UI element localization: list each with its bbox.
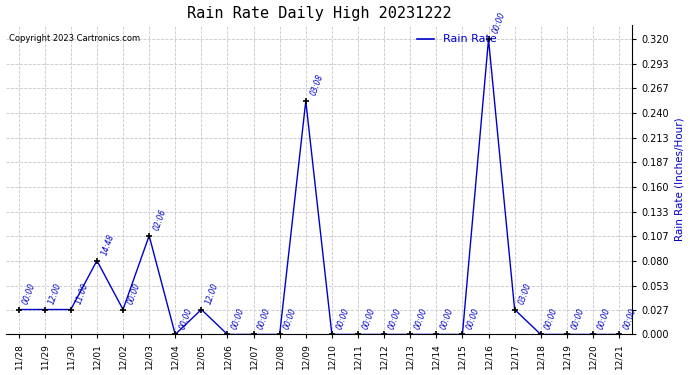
Legend: Rain Rate: Rain Rate xyxy=(413,30,501,49)
Text: 11:00: 11:00 xyxy=(74,282,90,305)
Text: 12:00: 12:00 xyxy=(204,282,220,305)
Text: 00:00: 00:00 xyxy=(413,306,429,330)
Text: 00:00: 00:00 xyxy=(178,306,194,330)
Text: 00:00: 00:00 xyxy=(465,306,481,330)
Text: 00:00: 00:00 xyxy=(335,306,351,330)
Text: 12:00: 12:00 xyxy=(48,282,63,305)
Text: 03:00: 03:00 xyxy=(518,282,533,305)
Text: 00:00: 00:00 xyxy=(126,282,142,305)
Text: 00:00: 00:00 xyxy=(439,306,455,330)
Text: 00:00: 00:00 xyxy=(21,282,37,305)
Text: 00:00: 00:00 xyxy=(544,306,560,330)
Text: 00:00: 00:00 xyxy=(230,306,246,330)
Text: Copyright 2023 Cartronics.com: Copyright 2023 Cartronics.com xyxy=(9,34,140,43)
Text: 00:00: 00:00 xyxy=(387,306,403,330)
Text: 00:00: 00:00 xyxy=(282,306,299,330)
Text: 02:06: 02:06 xyxy=(152,208,168,231)
Text: 00:00: 00:00 xyxy=(491,11,507,35)
Text: 14:48: 14:48 xyxy=(100,232,116,256)
Text: 00:00: 00:00 xyxy=(257,306,273,330)
Y-axis label: Rain Rate (Inches/Hour): Rain Rate (Inches/Hour) xyxy=(674,118,684,241)
Text: 00:00: 00:00 xyxy=(361,306,377,330)
Text: 03:08: 03:08 xyxy=(308,73,324,97)
Text: 00:00: 00:00 xyxy=(595,306,612,330)
Title: Rain Rate Daily High 20231222: Rain Rate Daily High 20231222 xyxy=(186,6,451,21)
Text: 00:00: 00:00 xyxy=(622,306,638,330)
Text: 00:00: 00:00 xyxy=(570,306,586,330)
